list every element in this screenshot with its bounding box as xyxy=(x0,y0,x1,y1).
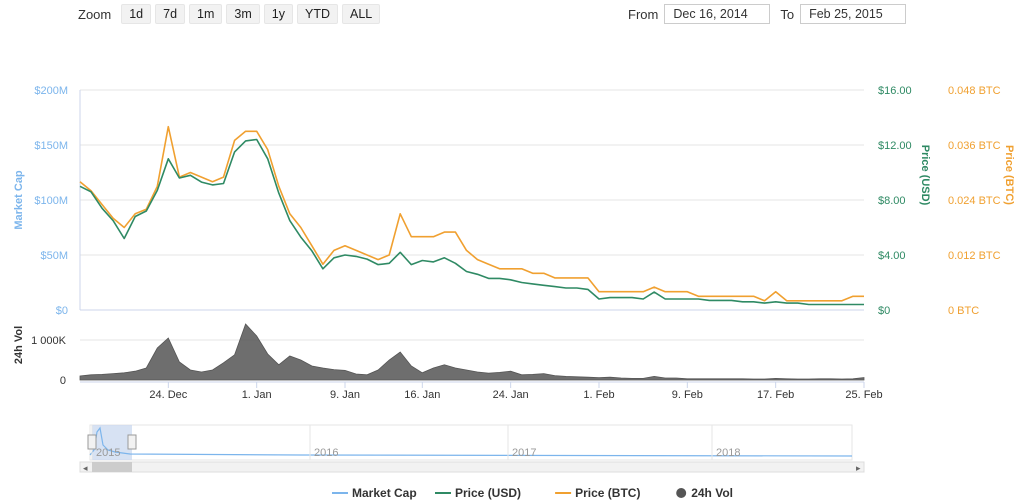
scroll-right-icon: ▸ xyxy=(856,463,861,473)
price-btc-tick-label: 0.048 BTC xyxy=(948,85,1001,97)
x-tick-label: 1. Jan xyxy=(242,389,272,401)
x-tick-label: 9. Jan xyxy=(330,389,360,401)
from-label: From xyxy=(628,6,659,22)
legend-item-label: Market Cap xyxy=(352,486,417,500)
navigator-year-label: 2016 xyxy=(314,447,338,459)
zoom-button-3m[interactable]: 3m xyxy=(226,4,260,24)
price-usd-axis-title: Price (USD) xyxy=(919,145,931,206)
navigator-handle xyxy=(87,434,97,450)
market-cap-tick-label: $150M xyxy=(34,140,68,152)
market-cap-tick-label: $100M xyxy=(34,195,68,207)
x-tick-label: 24. Dec xyxy=(149,389,187,401)
x-tick-label: 16. Jan xyxy=(404,389,440,401)
market-cap-tick-label: $0 xyxy=(56,305,68,317)
legend-swatch xyxy=(676,488,687,498)
zoom-button-1y[interactable]: 1y xyxy=(263,4,293,24)
price-usd-line xyxy=(79,138,864,306)
navigator-year-label: 2015 xyxy=(96,447,120,459)
navigator-year-label: 2017 xyxy=(512,447,536,459)
x-tick-label: 24. Jan xyxy=(493,389,529,401)
market-cap-tick-label: $200M xyxy=(34,85,68,97)
navigator-handle xyxy=(127,434,137,450)
zoom-button-ytd[interactable]: YTD xyxy=(297,4,338,24)
navigator-selection xyxy=(92,425,132,460)
price-btc-tick-label: 0 BTC xyxy=(948,305,979,317)
price-btc-tick-label: 0.024 BTC xyxy=(948,195,1001,207)
price-usd-tick-label: $4.00 xyxy=(878,250,906,262)
price-btc-axis-title: Price (BTC) xyxy=(1003,145,1015,205)
scroll-left-icon: ◂ xyxy=(83,463,88,473)
volume-tick-label: 1 000K xyxy=(31,335,67,347)
price-usd-tick-label: $0 xyxy=(878,305,890,317)
price-usd-tick-label: $8.00 xyxy=(878,195,906,207)
x-tick-label: 17. Feb xyxy=(757,389,794,401)
date-range-selector: From Dec 16, 2014 To Feb 25, 2015 xyxy=(628,4,907,24)
from-date-input[interactable]: Dec 16, 2014 xyxy=(664,4,771,24)
zoom-button-all[interactable]: ALL xyxy=(342,4,381,24)
legend-item-label: 24h Vol xyxy=(691,486,733,500)
x-tick-label: 9. Feb xyxy=(672,389,703,401)
volume-tick-label: 0 xyxy=(60,375,66,387)
legend-item-label: Price (USD) xyxy=(455,486,521,500)
zoom-button-1d[interactable]: 1d xyxy=(121,4,152,24)
x-tick-label: 25. Feb xyxy=(845,389,882,401)
volume-area xyxy=(79,323,865,381)
navigator-scrollbar-thumb xyxy=(92,462,132,472)
zoom-button-7d[interactable]: 7d xyxy=(155,4,186,24)
price-usd-tick-label: $12.00 xyxy=(878,140,912,152)
market-cap-tick-label: $50M xyxy=(40,250,68,262)
zoom-button-1m[interactable]: 1m xyxy=(189,4,223,24)
market-cap-axis-title: Market Cap xyxy=(13,170,25,230)
price-usd-tick-label: $16.00 xyxy=(878,85,912,97)
x-tick-label: 1. Feb xyxy=(583,389,614,401)
legend-item-label: Price (BTC) xyxy=(575,486,640,500)
zoom-label: Zoom xyxy=(78,6,112,22)
price-btc-line xyxy=(79,125,864,302)
volume-axis-title: 24h Vol xyxy=(13,326,25,364)
zoom-toolbar: Zoom 1d 7d 1m 3m 1y YTD ALL xyxy=(78,4,381,24)
navigator-year-label: 2018 xyxy=(716,447,740,459)
price-btc-tick-label: 0.036 BTC xyxy=(948,140,1001,152)
to-date-input[interactable]: Feb 25, 2015 xyxy=(800,4,907,24)
navigator-scrollbar xyxy=(79,461,865,473)
price-btc-tick-label: 0.012 BTC xyxy=(948,250,1001,262)
to-label: To xyxy=(780,6,795,22)
